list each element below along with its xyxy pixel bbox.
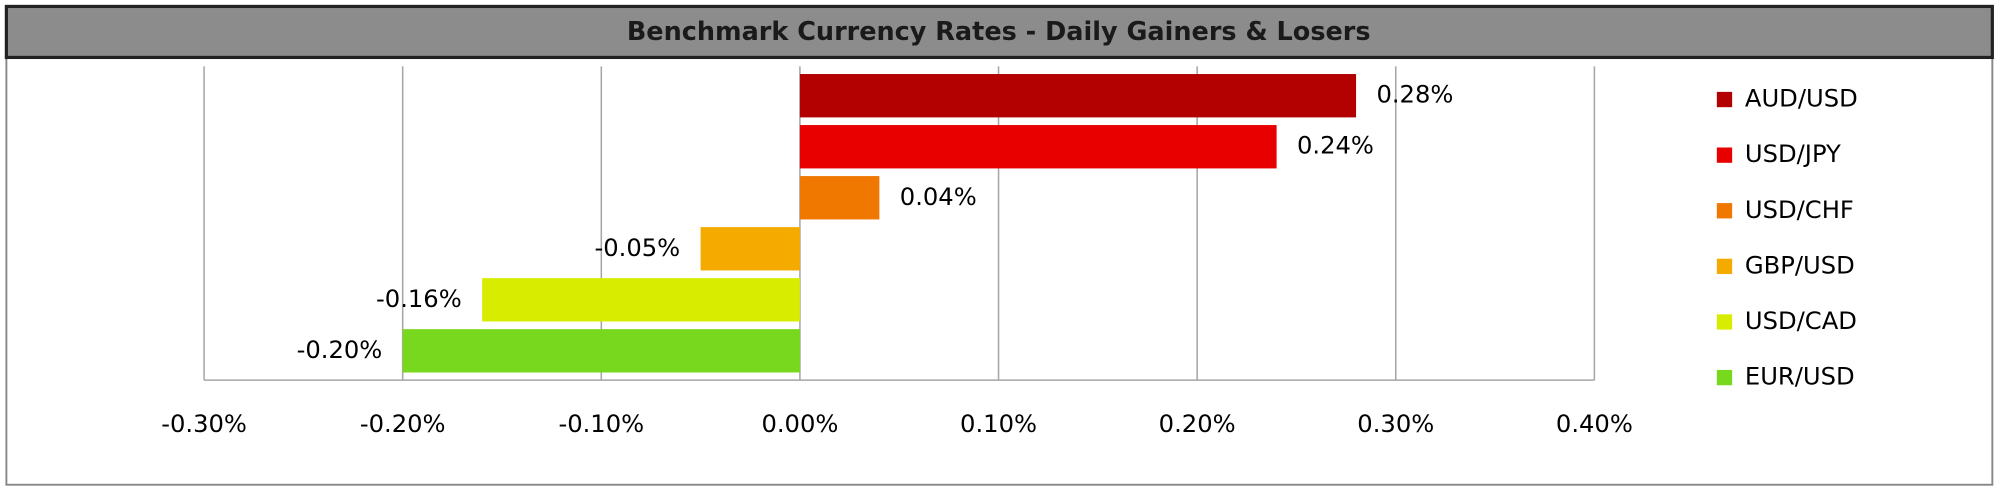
legend-label: USD/CAD	[1745, 307, 1857, 335]
x-tick-label: 0.30%	[1357, 410, 1434, 438]
legend-label: GBP/USD	[1745, 251, 1855, 279]
x-tick-label: 0.20%	[1159, 410, 1236, 438]
data-label: -0.16%	[376, 285, 462, 313]
legend-label: EUR/USD	[1745, 363, 1855, 391]
data-label: -0.05%	[595, 234, 681, 262]
title-bar	[4, 4, 1994, 60]
data-label: 0.28%	[1376, 81, 1453, 109]
data-label: 0.04%	[900, 183, 977, 211]
legend-swatch	[1716, 91, 1733, 108]
legend-label: USD/CHF	[1745, 196, 1854, 224]
x-tick-label: -0.30%	[161, 410, 247, 438]
bar	[402, 329, 800, 373]
x-tick-label: 0.00%	[761, 410, 838, 438]
data-label: 0.24%	[1297, 132, 1374, 160]
x-tick-label: 0.40%	[1556, 410, 1633, 438]
data-label: -0.20%	[297, 336, 383, 364]
legend-label: USD/JPY	[1745, 140, 1841, 168]
x-tick-label: 0.10%	[960, 410, 1037, 438]
bar	[799, 74, 1357, 118]
legend-swatch	[1716, 147, 1733, 163]
legend-label: AUD/USD	[1745, 85, 1858, 113]
chart-title: Benchmark Currency Rates - Daily Gainers…	[627, 17, 1371, 47]
x-tick-label: -0.20%	[360, 410, 446, 438]
legend-swatch	[1716, 203, 1733, 219]
legend-swatch	[1716, 369, 1733, 386]
x-tick-label: -0.10%	[558, 410, 644, 438]
bar	[482, 278, 800, 322]
bar	[799, 176, 880, 220]
bar	[700, 227, 800, 271]
legend-swatch	[1716, 314, 1733, 330]
legend-swatch	[1716, 258, 1733, 275]
bar	[799, 125, 1277, 169]
